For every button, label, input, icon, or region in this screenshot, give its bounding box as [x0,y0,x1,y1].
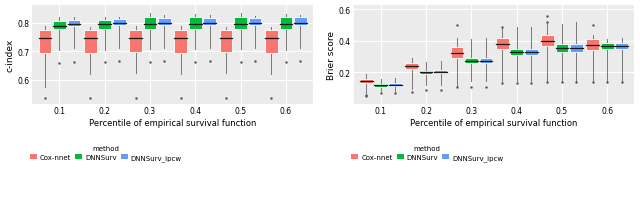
Bar [84,31,97,54]
Bar [479,58,492,63]
Y-axis label: Brier score: Brier score [327,30,336,79]
Bar [158,19,171,26]
Y-axis label: c-index: c-index [6,38,15,71]
Bar [189,18,202,29]
Bar [556,45,568,53]
Bar [541,36,554,47]
Bar [280,18,292,30]
Bar [113,20,125,26]
Bar [616,43,628,49]
Bar [220,30,232,53]
Bar [389,84,402,87]
Bar [68,21,80,27]
Bar [234,18,247,29]
Bar [465,59,477,64]
Bar [204,19,216,26]
Bar [451,48,463,58]
Bar [374,84,387,88]
Bar [265,31,278,54]
Bar [510,50,523,56]
Bar [143,18,156,29]
Bar [420,71,433,74]
Bar [294,18,307,26]
Bar [405,63,418,70]
Bar [435,71,447,74]
Legend: Cox-nnet, DNNSurv, DNNSurv_ipcw: Cox-nnet, DNNSurv, DNNSurv_ipcw [351,145,503,161]
Legend: Cox-nnet, DNNSurv, DNNSurv_ipcw: Cox-nnet, DNNSurv, DNNSurv_ipcw [30,145,182,161]
Bar [360,80,372,83]
Bar [496,39,509,50]
X-axis label: Percentile of empirical survival function: Percentile of empirical survival functio… [410,118,578,128]
Bar [249,19,261,26]
Bar [586,40,599,50]
Bar [99,20,111,30]
Bar [570,45,583,53]
Bar [38,31,51,53]
Bar [129,30,142,53]
Bar [525,49,538,56]
Bar [53,22,66,30]
X-axis label: Percentile of empirical survival function: Percentile of empirical survival functio… [89,118,257,128]
Bar [601,43,614,49]
Bar [175,30,187,54]
